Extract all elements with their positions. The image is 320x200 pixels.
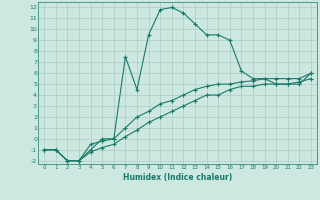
X-axis label: Humidex (Indice chaleur): Humidex (Indice chaleur) — [123, 173, 232, 182]
